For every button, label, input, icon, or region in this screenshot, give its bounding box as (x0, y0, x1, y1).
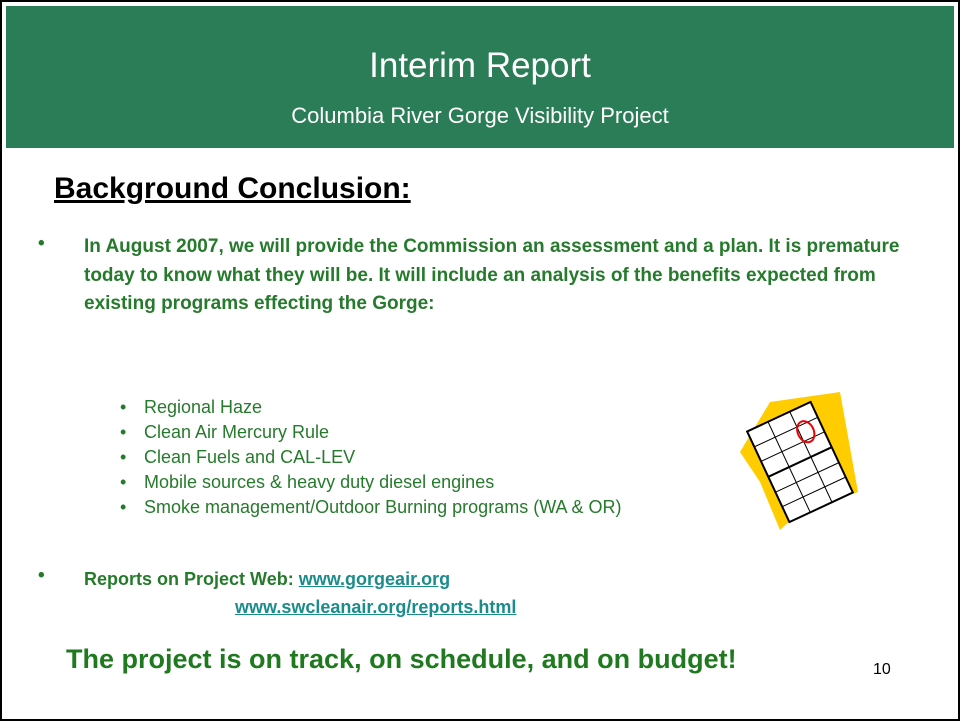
closing-line: The project is on track, on schedule, an… (66, 644, 737, 675)
sub-bullet: Mobile sources & heavy duty diesel engin… (120, 470, 622, 495)
calendar-clipart (740, 392, 860, 532)
page: {"header": {"title": "Interim Report", "… (0, 0, 960, 721)
link[interactable]: www.gorgeair.org (299, 569, 450, 589)
link[interactable]: www.swcleanair.org/reports.html (235, 597, 516, 617)
sub-bullet: Smoke management/Outdoor Burning program… (120, 495, 622, 520)
slide: Interim Report Columbia River Gorge Visi… (0, 0, 960, 721)
bullet-dot: • (38, 565, 45, 587)
sub-bullet: Clean Air Mercury Rule (120, 420, 622, 445)
sub-bullet: Regional Haze (120, 395, 622, 420)
slide-number: 10 (873, 661, 891, 679)
bullet-text: In August 2007, we will provide the Comm… (84, 233, 914, 319)
bullet-text: Reports on Project Web: www.gorgeair.org… (84, 565, 516, 621)
subtitle: Columbia River Gorge Visibility Project (6, 103, 954, 129)
title: Interim Report (6, 46, 954, 86)
header-band: Interim Report Columbia River Gorge Visi… (6, 6, 954, 148)
sub-bullet-list: Regional Haze Clean Air Mercury Rule Cle… (120, 395, 622, 520)
bullet-dot: • (38, 233, 45, 255)
bullet-label: Reports on Project Web: (84, 569, 294, 589)
heading: Background Conclusion: (54, 172, 411, 206)
sub-bullet: Clean Fuels and CAL-LEV (120, 445, 622, 470)
